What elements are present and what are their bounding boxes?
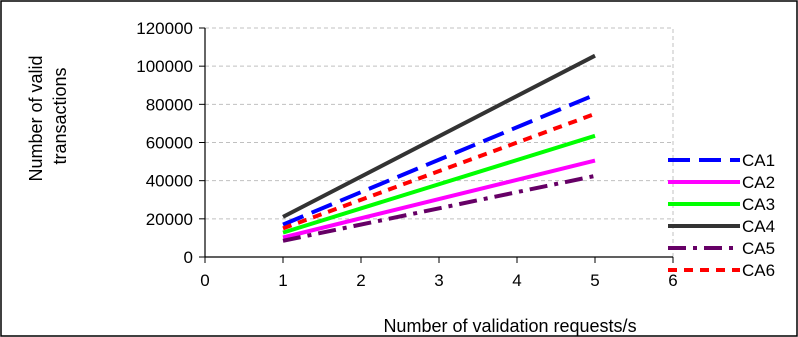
- y-tick-label: 60000: [146, 134, 193, 153]
- legend: CA1 CA2 CA3 CA4 CA5 CA6: [668, 151, 775, 280]
- y-tick-label: 80000: [146, 95, 193, 114]
- y-tick-label: 120000: [136, 19, 193, 38]
- x-tick-label: 6: [668, 271, 677, 290]
- gridlines: [205, 27, 673, 220]
- legend-label-ca2: CA2: [742, 173, 775, 192]
- y-axis-title: Number of valid transactions: [26, 50, 70, 181]
- series-line-ca4: [282, 53, 596, 219]
- y-tick-label: 0: [184, 248, 193, 267]
- legend-label-ca5: CA5: [742, 239, 775, 258]
- legend-label-ca6: CA6: [742, 261, 775, 280]
- y-tick-label: 100000: [136, 57, 193, 76]
- series-line-ca6: [282, 112, 596, 231]
- legend-label-ca1: CA1: [742, 151, 775, 170]
- series-lines: [282, 53, 596, 243]
- y-axis-title-line-1: Number of valid: [26, 55, 46, 181]
- y-tick-label: 20000: [146, 210, 193, 229]
- legend-label-ca4: CA4: [742, 217, 775, 236]
- y-axis-title-line-2: transactions: [50, 67, 70, 164]
- series-line-ca2: [282, 158, 596, 240]
- tick-labels: 0 20000 40000 60000 80000 100000 120000 0 1 2 3 4 5 6: [136, 19, 677, 290]
- x-tick-label: 3: [434, 271, 443, 290]
- x-tick-label: 5: [590, 271, 599, 290]
- x-tick-label: 1: [278, 271, 287, 290]
- x-tick-label: 0: [200, 271, 209, 290]
- x-axis-title: Number of validation requests/s: [383, 316, 636, 336]
- series-line-ca5: [282, 173, 596, 243]
- y-tick-label: 40000: [146, 172, 193, 191]
- x-tick-label: 4: [512, 271, 521, 290]
- legend-label-ca3: CA3: [742, 195, 775, 214]
- series-line-ca3: [282, 133, 596, 235]
- axes: [199, 27, 674, 263]
- x-tick-label: 2: [356, 271, 365, 290]
- series-line-ca1: [282, 92, 596, 227]
